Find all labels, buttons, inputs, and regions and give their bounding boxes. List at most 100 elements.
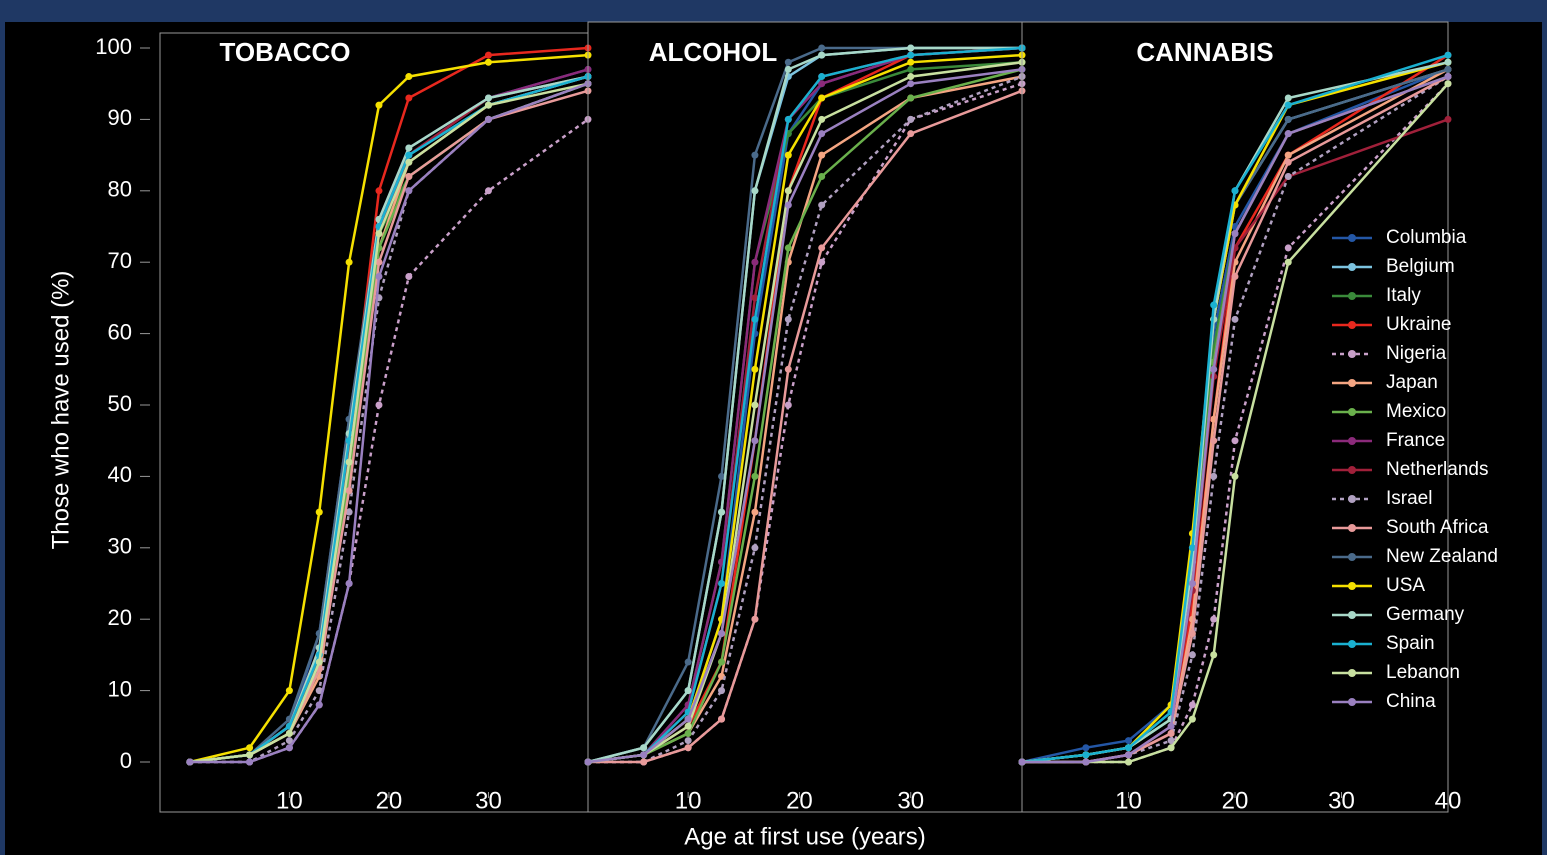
- series-marker: [751, 544, 759, 552]
- series-marker: [784, 244, 792, 252]
- x-tick-label: 10: [1115, 787, 1142, 814]
- panel-title: TOBACCO: [220, 37, 351, 67]
- series-marker: [751, 365, 759, 373]
- series-marker: [1444, 80, 1452, 88]
- series-marker: [1210, 301, 1218, 309]
- series-marker: [246, 744, 254, 752]
- series-marker: [718, 687, 726, 695]
- series-marker: [1167, 737, 1175, 745]
- series-marker: [405, 272, 413, 280]
- series-marker: [1284, 130, 1292, 138]
- legend-label: France: [1386, 430, 1445, 451]
- legend-marker: [1348, 292, 1356, 300]
- series-marker: [285, 737, 293, 745]
- series-marker: [484, 101, 492, 109]
- legend-label: Belgium: [1386, 256, 1455, 277]
- x-tick-label: 20: [786, 787, 813, 814]
- series-marker: [1284, 101, 1292, 109]
- y-tick-label: 80: [108, 177, 132, 202]
- series-marker: [784, 65, 792, 73]
- series-marker: [345, 487, 353, 495]
- series-marker: [1188, 544, 1196, 552]
- series-marker: [907, 44, 915, 52]
- series-marker: [818, 80, 826, 88]
- series-marker: [684, 658, 692, 666]
- series-marker: [405, 151, 413, 159]
- series-marker: [1284, 115, 1292, 123]
- series-marker: [375, 272, 383, 280]
- legend-marker: [1348, 495, 1356, 503]
- y-tick-label: 60: [108, 319, 132, 344]
- series-marker: [718, 508, 726, 516]
- series-marker: [907, 73, 915, 81]
- series-marker: [751, 294, 759, 302]
- series-marker: [640, 758, 648, 766]
- series-marker: [751, 258, 759, 266]
- series-marker: [246, 758, 254, 766]
- series-marker: [1231, 472, 1239, 480]
- series-marker: [684, 737, 692, 745]
- legend-marker: [1348, 640, 1356, 648]
- series-marker: [640, 744, 648, 752]
- series-marker: [1231, 272, 1239, 280]
- series-marker: [784, 365, 792, 373]
- series-marker: [1231, 187, 1239, 195]
- x-tick-label: 10: [276, 787, 303, 814]
- series-marker: [1082, 744, 1090, 752]
- series-marker: [907, 51, 915, 59]
- series-marker: [584, 758, 592, 766]
- series-marker: [907, 65, 915, 73]
- series-marker: [784, 115, 792, 123]
- series-marker: [818, 151, 826, 159]
- x-tick-label: 30: [897, 787, 924, 814]
- series-marker: [345, 580, 353, 587]
- legend-label: Israel: [1386, 488, 1432, 509]
- series-marker: [285, 744, 293, 752]
- series-marker: [1188, 715, 1196, 723]
- series-marker: [684, 687, 692, 695]
- series-marker: [818, 115, 826, 123]
- series-marker: [1125, 751, 1132, 759]
- y-tick-label: 30: [108, 534, 132, 559]
- legend-label: Netherlands: [1386, 459, 1488, 480]
- series-marker: [1284, 244, 1292, 252]
- series-marker: [405, 144, 413, 152]
- series-marker: [1210, 651, 1218, 659]
- series-marker: [718, 629, 726, 637]
- series-marker: [818, 244, 826, 252]
- series-marker: [315, 658, 323, 666]
- y-tick-label: 10: [108, 676, 132, 701]
- series-marker: [1167, 729, 1175, 737]
- series-marker: [375, 401, 383, 409]
- series-marker: [1444, 73, 1452, 81]
- legend-label: USA: [1386, 575, 1425, 596]
- series-marker: [718, 715, 726, 723]
- series-marker: [285, 729, 293, 737]
- series-marker: [907, 58, 915, 66]
- series-marker: [907, 115, 915, 123]
- series-marker: [818, 94, 826, 102]
- series-marker: [751, 437, 759, 445]
- legend-marker: [1348, 321, 1356, 329]
- series-marker: [1125, 758, 1132, 766]
- legend-marker: [1348, 611, 1356, 619]
- series-marker: [1188, 651, 1196, 659]
- series-marker: [1210, 615, 1218, 623]
- series-marker: [751, 615, 759, 623]
- series-marker: [751, 401, 759, 409]
- series-marker: [1444, 58, 1452, 66]
- series-marker: [818, 44, 826, 52]
- x-tick-label: 20: [1222, 787, 1249, 814]
- series-marker: [751, 472, 759, 480]
- series-marker: [1284, 151, 1292, 159]
- y-tick-label: 70: [108, 248, 132, 273]
- series-marker: [484, 187, 492, 195]
- series-marker: [375, 101, 383, 109]
- series-marker: [751, 315, 759, 323]
- series-marker: [405, 94, 413, 102]
- series-marker: [315, 701, 323, 709]
- series-marker: [751, 187, 759, 195]
- series-marker: [405, 187, 413, 195]
